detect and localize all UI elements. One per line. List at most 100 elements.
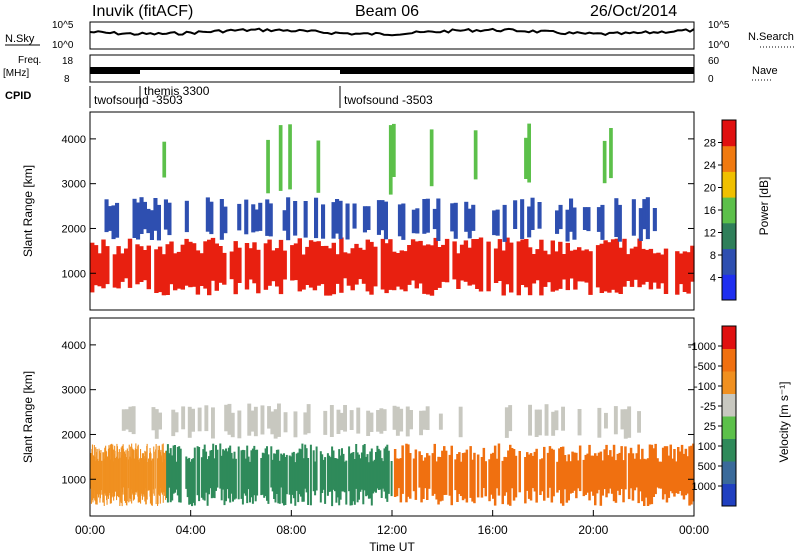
colorbar-swatch [722,483,736,507]
data-cell [405,443,408,503]
data-cell [223,206,228,234]
data-cell [484,461,487,497]
data-cell [213,458,216,499]
data-cell [293,201,298,236]
x-tick-label: 20:00 [578,523,608,537]
data-cell [267,454,270,504]
data-cell [627,453,631,500]
data-cell [614,460,618,503]
power-panel-frame [89,111,695,311]
colorbar-frame [721,325,737,507]
data-cell [139,246,144,282]
data-cell [165,244,170,295]
data-cell [516,241,521,296]
data-cell [247,403,252,436]
data-cell [106,456,108,505]
data-cell [167,202,172,236]
data-cell [275,449,278,494]
data-cell [471,459,474,502]
data-cell [454,459,457,491]
data-cell [233,451,236,500]
data-cell [565,242,570,291]
data-cell [227,447,230,499]
data-cell [198,447,201,502]
data-cell [366,410,371,436]
data-cell [561,254,567,280]
data-cell [119,457,121,506]
data-cell [203,241,208,289]
data-cell [142,250,148,281]
data-cell [142,201,147,230]
data-cell [297,452,300,503]
data-cell [172,445,175,494]
data-cell [380,458,383,498]
data-cell [531,455,535,489]
data-cell [530,197,535,230]
data-cell [192,458,195,503]
data-cell [384,243,389,294]
data-cell [395,458,399,497]
colorbar-tick-label: -1000 [688,341,716,353]
data-cell [305,448,308,493]
data-cell [638,208,643,241]
data-cell [552,449,555,497]
data-cell [335,458,338,503]
data-cell [225,448,227,502]
data-cell [641,448,644,502]
data-cell [648,444,652,505]
data-cell [312,450,315,492]
data-cell [265,199,270,236]
data-cell [686,456,689,494]
nave-tick-bottom: 0 [708,74,714,85]
data-cell [551,411,556,436]
data-cell [604,412,608,429]
data-cell [603,240,608,292]
data-cell [240,450,243,499]
data-cell [399,408,404,432]
data-cell [184,200,189,233]
data-cell [422,460,425,499]
colorbar-tick-label: -100 [694,381,716,393]
data-cell [233,241,238,295]
data-cell [505,237,510,285]
data-cell [165,451,167,500]
data-cell [319,451,322,503]
data-cell [539,239,544,296]
data-cell [286,197,291,241]
data-cell [527,247,533,296]
data-cell [577,247,582,282]
data-cell [362,206,367,233]
data-cell [258,202,263,231]
data-cell [526,452,529,491]
data-cell [684,448,688,496]
cpid-label: CPID [5,90,31,102]
data-cell [435,461,438,500]
data-cell [203,444,206,501]
data-cell [437,247,442,288]
data-cell [629,447,633,489]
data-cell [635,453,638,488]
data-cell [590,455,593,492]
data-cell [458,452,461,494]
data-cell [237,203,242,231]
data-cell [254,449,257,502]
data-cell [620,409,625,430]
x-tick-label: 00:00 [679,523,709,537]
data-cell [510,448,514,489]
colorbar-swatch [722,461,736,484]
data-cell [208,456,210,495]
data-cell [577,460,580,489]
data-cell [115,202,120,238]
data-cell [443,446,446,495]
data-cell [361,249,367,284]
data-cell [350,452,353,506]
data-cell [388,239,393,290]
data-cell [471,204,476,231]
data-cell [644,459,648,498]
data-cell [151,458,153,506]
data-cell [558,448,561,491]
data-cell [210,237,216,281]
data-cell [268,203,273,237]
data-cell [546,452,550,498]
data-cell [622,460,625,503]
